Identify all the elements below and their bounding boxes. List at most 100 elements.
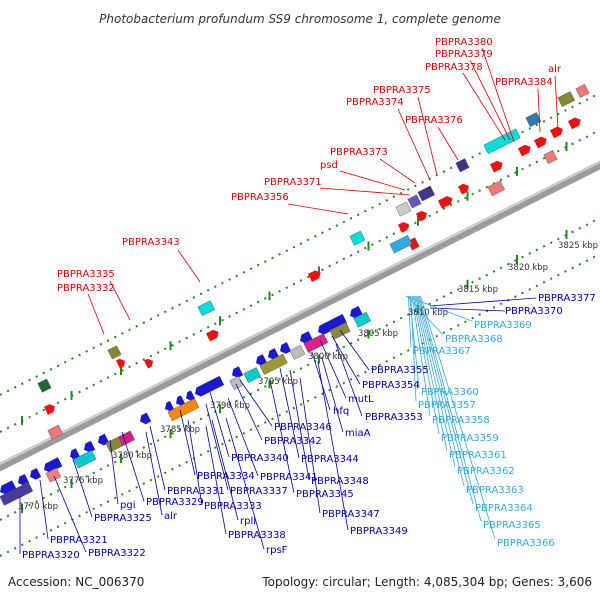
red-leader-line (109, 280, 131, 321)
map-title: Photobacterium profundum SS9 chromosome … (99, 12, 501, 26)
gene-block (105, 436, 124, 453)
gene-label: PBPRA3379 (435, 49, 493, 60)
red-leader-line (87, 293, 105, 335)
scale-label: 3770 kbp (18, 502, 58, 512)
blue-leader-line (235, 383, 263, 441)
gene-arrow (232, 366, 244, 378)
scale-label: 3815 kbp (458, 285, 498, 295)
gene-label: PBPRA3320 (22, 550, 80, 561)
cyan-leader-line (417, 295, 474, 505)
gene-arrow (256, 354, 268, 366)
scale-label: 3810 kbp (408, 308, 448, 318)
gene-block (329, 322, 351, 340)
gene-label: PBPRA3366 (497, 538, 555, 549)
red-leader-line (481, 47, 515, 143)
scale-label: 3790 kbp (210, 401, 250, 411)
gene-arrow (317, 314, 348, 335)
gene-arrow (279, 342, 292, 354)
gene-label: PBPRA3338 (228, 530, 286, 541)
gene-block (47, 424, 64, 440)
blue-leader-line (205, 425, 227, 535)
red-leader-line (469, 59, 511, 141)
blue-leader-line (209, 391, 230, 458)
gene-label: PBPRA3329 (146, 497, 204, 508)
blue-leader-line (39, 479, 49, 540)
gene-arrow (43, 457, 63, 473)
blue-leader-line (339, 329, 370, 371)
gene-label: PBPRA3340 (231, 453, 289, 464)
red-leader-line (177, 249, 201, 283)
gene-label: PBPRA3332 (57, 283, 115, 294)
cyan-leader-line (416, 295, 465, 487)
scale-label: 3775 kbp (63, 476, 103, 486)
gene-arrow (115, 358, 126, 369)
gene-arrow (549, 126, 563, 139)
gene-arrow (83, 440, 96, 453)
blue-leader-line (317, 361, 349, 531)
blue-leader-line (331, 335, 361, 385)
gene-arrow (567, 117, 581, 130)
gene-label: PBPRA3331 (167, 486, 225, 497)
gene-label: PBPRA3354 (362, 380, 420, 391)
gene-arrow (139, 412, 152, 425)
gene-block (289, 344, 306, 360)
gene-arrow (176, 395, 186, 407)
gene-label: PBPRA3343 (122, 237, 180, 248)
gene-label: PBPRA3376 (405, 115, 463, 126)
gene-block (303, 333, 329, 353)
gene-label: PBPRA3359 (441, 433, 499, 444)
gene-block (197, 300, 216, 317)
gene-label: pgi (120, 500, 135, 511)
cyan-leader-line (414, 295, 448, 452)
gene-block (525, 112, 542, 128)
gene-label: PBPRA3322 (88, 548, 146, 559)
blue-leader-line (335, 343, 363, 417)
gene-label: hfq (333, 406, 349, 417)
scale-label: 3825 kbp (558, 241, 598, 251)
gene-block (107, 345, 122, 360)
gene-label: PBPRA3370 (505, 306, 563, 317)
cyan-leader-line (415, 295, 456, 468)
gene-label: psd (320, 160, 338, 171)
gene-block (395, 201, 412, 217)
accession-text: Accession: NC_006370 (8, 575, 144, 589)
blue-leader-line (53, 475, 87, 553)
gene-block (349, 230, 366, 246)
blue-leader-line (269, 379, 295, 494)
blue-leader-line (319, 339, 347, 399)
gene-arrow (267, 348, 280, 360)
gene-label: PBPRA3347 (322, 509, 380, 520)
gene-label: PBPRA3358 (432, 415, 490, 426)
blue-leader-line (429, 297, 537, 307)
red-leader-line (417, 96, 438, 176)
gene-block (417, 185, 436, 202)
blue-leader-line (279, 367, 300, 459)
gene-arrow (205, 329, 219, 342)
scale-label: 3800 kbp (308, 352, 348, 362)
cyan-gene-labels: PBPRA3369 PBPRA3368 PBPRA3367 PBPRA3360 … (413, 320, 555, 549)
gene-block (575, 83, 590, 98)
blue-leader-line (299, 377, 321, 514)
gene-arrow (489, 160, 503, 173)
gene-arrow (97, 433, 110, 446)
blue-leader-line (429, 307, 506, 312)
gene-label: PBPRA3349 (350, 526, 408, 537)
gene-arrow (457, 183, 469, 195)
gene-block (0, 481, 34, 506)
gene-arrow (437, 196, 453, 209)
gene-arrow (517, 144, 531, 157)
gene-block (543, 150, 558, 164)
blue-leader-line (227, 397, 259, 477)
gene-block (243, 367, 262, 383)
gene-block (557, 91, 576, 107)
gene-label: PBPRA3353 (365, 412, 423, 423)
gene-block (487, 180, 506, 197)
gene-label: PBPRA3342 (264, 436, 322, 447)
gene-label: PBPRA3325 (94, 513, 152, 524)
chromosome-backbone (0, 160, 600, 472)
gene-arrow (186, 390, 196, 402)
gene-block (389, 235, 413, 254)
cyan-leader-line (412, 295, 440, 435)
red-leader-line (462, 72, 506, 141)
